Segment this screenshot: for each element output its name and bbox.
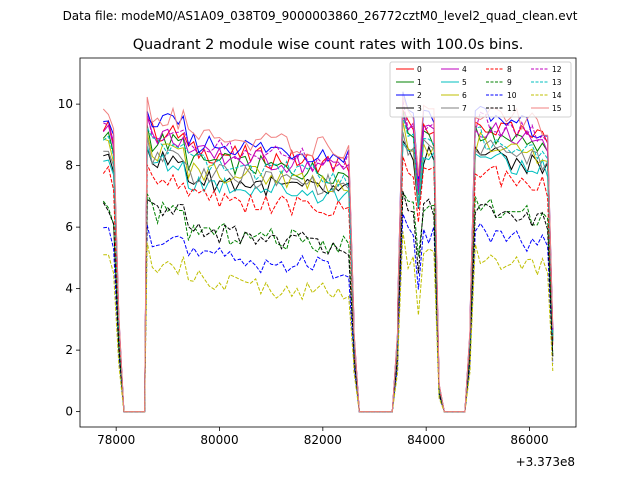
legend-label-3: 3 [417,104,422,113]
legend-label-13: 13 [552,78,562,87]
plot-lines [102,91,554,413]
series-line-8 [102,156,554,413]
legend-label-1: 1 [417,78,422,87]
legend-label-5: 5 [462,78,467,87]
legend-label-8: 8 [507,65,512,74]
legend-label-2: 2 [417,91,422,100]
series-line-10 [103,213,554,413]
series-line-6 [103,120,554,413]
x-tick-label: 78000 [97,433,135,447]
legend-label-9: 9 [507,78,512,87]
legend-label-10: 10 [507,91,517,100]
legend-label-0: 0 [417,65,422,74]
legend-label-15: 15 [552,104,562,113]
chart-title: Quadrant 2 module wise count rates with … [133,37,524,53]
y-tick-label: 2 [65,343,73,357]
y-tick-label: 6 [65,220,73,234]
legend-label-7: 7 [462,104,467,113]
x-tick-label: 84000 [407,433,445,447]
series-line-14 [103,231,554,413]
series-line-9 [102,190,554,413]
figure-suptitle: Data file: modeM0/AS1A09_038T09_90000038… [63,9,578,23]
legend-box [389,61,572,118]
x-tick-label: 82000 [304,433,342,447]
series-line-3 [103,139,554,413]
x-tick-label: 86000 [510,433,548,447]
y-tick-label: 10 [58,97,73,111]
legend-label-14: 14 [552,91,562,100]
plot-frame [79,57,577,428]
x-tick-label: 80000 [200,433,238,447]
legend-label-4: 4 [462,65,467,74]
legend-label-12: 12 [552,65,562,74]
y-tick-label: 0 [65,405,73,419]
y-tick-label: 8 [65,159,73,173]
series-line-7 [103,132,554,413]
series-line-11 [102,190,554,413]
legend-label-11: 11 [507,104,517,113]
series-line-15 [102,96,554,413]
legend-label-6: 6 [462,91,467,100]
x-offset-label: +3.373e8 [516,455,575,469]
y-tick-label: 4 [65,282,73,296]
